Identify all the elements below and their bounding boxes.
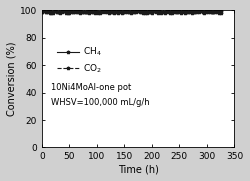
Y-axis label: Conversion (%): Conversion (%) xyxy=(7,42,17,116)
CO$_2$ xyxy=(138,9,141,12)
Text: WHSV=100,000 mL/g/h: WHSV=100,000 mL/g/h xyxy=(52,98,150,107)
Line: CO$_2$: CO$_2$ xyxy=(41,9,222,14)
CO$_2$ xyxy=(91,11,94,13)
CO$_2$ xyxy=(75,10,78,12)
CO$_2$ xyxy=(208,10,211,12)
CO$_2$ xyxy=(151,10,154,12)
CH$_4$ xyxy=(41,11,44,13)
CH$_4$ xyxy=(133,10,136,13)
Line: CH$_4$: CH$_4$ xyxy=(41,9,222,15)
CO$_2$ xyxy=(82,11,85,13)
CH$_4$ xyxy=(165,10,168,12)
Text: 10Ni4MoAl-one pot: 10Ni4MoAl-one pot xyxy=(52,83,132,92)
CO$_2$ xyxy=(214,10,217,12)
CH$_4$ xyxy=(219,12,222,14)
CO$_2$ xyxy=(41,11,44,13)
CO$_2$ xyxy=(219,10,222,12)
CH$_4$ xyxy=(147,11,150,14)
CH$_4$ xyxy=(75,11,78,14)
CH$_4$ xyxy=(208,11,211,13)
CO$_2$ xyxy=(134,11,138,13)
CH$_4$ xyxy=(82,11,85,13)
CH$_4$ xyxy=(214,11,217,13)
X-axis label: Time (h): Time (h) xyxy=(118,164,158,174)
Legend: CH$_4$, CO$_2$: CH$_4$, CO$_2$ xyxy=(56,45,103,75)
CH$_4$ xyxy=(170,12,173,14)
